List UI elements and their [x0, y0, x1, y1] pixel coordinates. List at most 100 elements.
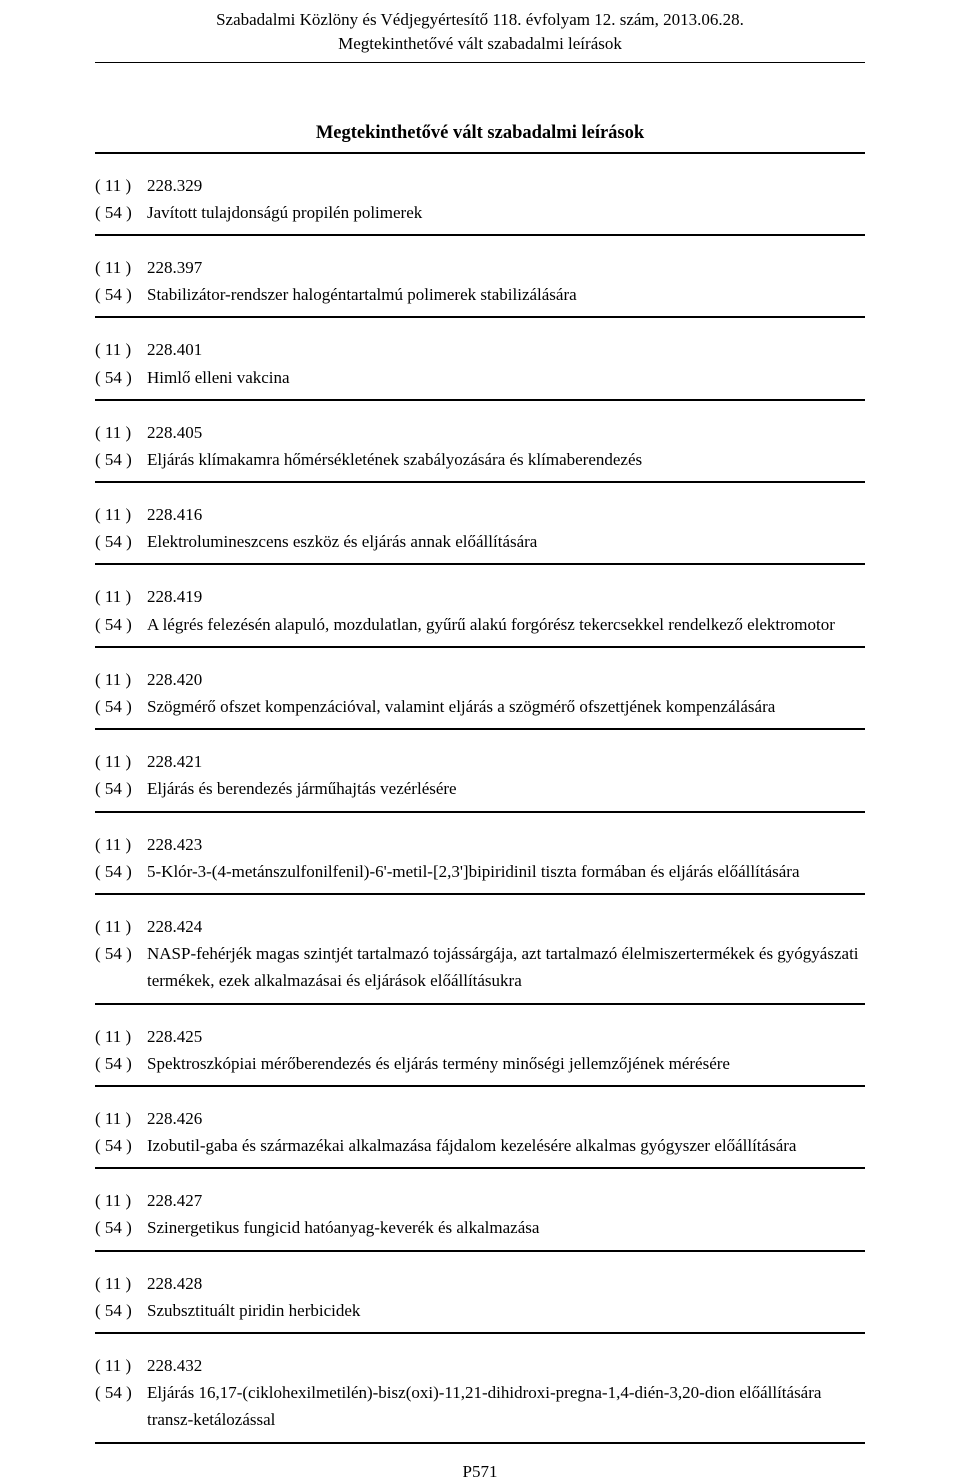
entry-id-row: ( 11 )228.397	[95, 254, 865, 281]
entry: ( 11 )228.416( 54 )Elektrolumineszcens e…	[95, 501, 865, 565]
entry-id-row: ( 11 )228.423	[95, 831, 865, 858]
entry-id: 228.397	[147, 254, 865, 281]
entry-id: 228.421	[147, 748, 865, 775]
entry: ( 11 )228.397( 54 )Stabilizátor-rendszer…	[95, 254, 865, 318]
entry-title: Javított tulajdonságú propilén polimerek	[147, 199, 865, 226]
entry: ( 11 )228.421( 54 )Eljárás és berendezés…	[95, 748, 865, 812]
entry-id-row: ( 11 )228.401	[95, 336, 865, 363]
code-title-label: ( 54 )	[95, 611, 147, 638]
entry-id: 228.425	[147, 1023, 865, 1050]
header-line-2: Megtekinthetővé vált szabadalmi leírások	[215, 32, 745, 56]
entry-title: Eljárás és berendezés járműhajtás vezérl…	[147, 775, 865, 802]
entry-title: Szinergetikus fungicid hatóanyag-keverék…	[147, 1214, 865, 1241]
code-title-label: ( 54 )	[95, 364, 147, 391]
entry: ( 11 )228.425( 54 )Spektroszkópiai mérőb…	[95, 1023, 865, 1087]
entry: ( 11 )228.424( 54 )NASP-fehérjék magas s…	[95, 913, 865, 1005]
code-id-label: ( 11 )	[95, 583, 147, 610]
code-title-label: ( 54 )	[95, 940, 147, 967]
entry-title: NASP-fehérjék magas szintjét tartalmazó …	[147, 940, 865, 994]
entry-title: Szögmérő ofszet kompenzációval, valamint…	[147, 693, 865, 720]
entry-id: 228.419	[147, 583, 865, 610]
entry-title-row: ( 54 )Spektroszkópiai mérőberendezés és …	[95, 1050, 865, 1077]
entry-title: Stabilizátor-rendszer halogéntartalmú po…	[147, 281, 865, 308]
code-title-label: ( 54 )	[95, 858, 147, 885]
entry-id-row: ( 11 )228.424	[95, 913, 865, 940]
entry-title: Eljárás 16,17-(ciklohexilmetilén)-bisz(o…	[147, 1379, 865, 1433]
code-id-label: ( 11 )	[95, 1270, 147, 1297]
entry: ( 11 )228.419( 54 )A légrés felezésén al…	[95, 583, 865, 647]
page: Szabadalmi Közlöny és Védjegyértesítő 11…	[0, 0, 960, 1482]
entries-list: ( 11 )228.329( 54 )Javított tulajdonságú…	[0, 172, 960, 1444]
entry-title-row: ( 54 )NASP-fehérjék magas szintjét tarta…	[95, 940, 865, 994]
code-title-label: ( 54 )	[95, 199, 147, 226]
entry-id: 228.424	[147, 913, 865, 940]
entry: ( 11 )228.432( 54 )Eljárás 16,17-(cikloh…	[95, 1352, 865, 1444]
entry-title-row: ( 54 )Izobutil-gaba és származékai alkal…	[95, 1132, 865, 1159]
entry-title: Elektrolumineszcens eszköz és eljárás an…	[147, 528, 865, 555]
code-id-label: ( 11 )	[95, 831, 147, 858]
entry-title-row: ( 54 )Eljárás klímakamra hőmérsékletének…	[95, 446, 865, 473]
entry: ( 11 )228.423( 54 )5-Klór-3-(4-metánszul…	[95, 831, 865, 895]
entry-id: 228.420	[147, 666, 865, 693]
code-id-label: ( 11 )	[95, 1352, 147, 1379]
entry-title-row: ( 54 )Szubsztituált piridin herbicidek	[95, 1297, 865, 1324]
entry-title-row: ( 54 )Himlő elleni vakcina	[95, 364, 865, 391]
entry-id-row: ( 11 )228.416	[95, 501, 865, 528]
entry-title-row: ( 54 )A légrés felezésén alapuló, mozdul…	[95, 611, 865, 638]
code-title-label: ( 54 )	[95, 1214, 147, 1241]
code-title-label: ( 54 )	[95, 528, 147, 555]
entry-id: 228.427	[147, 1187, 865, 1214]
code-id-label: ( 11 )	[95, 1105, 147, 1132]
entry: ( 11 )228.427( 54 )Szinergetikus fungici…	[95, 1187, 865, 1251]
entry-title-row: ( 54 )Stabilizátor-rendszer halogéntarta…	[95, 281, 865, 308]
code-id-label: ( 11 )	[95, 419, 147, 446]
entry-title-row: ( 54 )Eljárás és berendezés járműhajtás …	[95, 775, 865, 802]
entry-title-row: ( 54 )Szinergetikus fungicid hatóanyag-k…	[95, 1214, 865, 1241]
entry-title-row: ( 54 )5-Klór-3-(4-metánszulfonilfenil)-6…	[95, 858, 865, 885]
code-id-label: ( 11 )	[95, 501, 147, 528]
entry-id-row: ( 11 )228.425	[95, 1023, 865, 1050]
entry-id-row: ( 11 )228.421	[95, 748, 865, 775]
code-title-label: ( 54 )	[95, 281, 147, 308]
entry-title: A légrés felezésén alapuló, mozdulatlan,…	[147, 611, 865, 638]
code-id-label: ( 11 )	[95, 913, 147, 940]
code-title-label: ( 54 )	[95, 446, 147, 473]
code-id-label: ( 11 )	[95, 1187, 147, 1214]
entry: ( 11 )228.329( 54 )Javított tulajdonságú…	[95, 172, 865, 236]
entry-id-row: ( 11 )228.428	[95, 1270, 865, 1297]
code-id-label: ( 11 )	[95, 1023, 147, 1050]
entry-id-row: ( 11 )228.426	[95, 1105, 865, 1132]
entry-id: 228.423	[147, 831, 865, 858]
code-id-label: ( 11 )	[95, 254, 147, 281]
entry-title-row: ( 54 )Eljárás 16,17-(ciklohexilmetilén)-…	[95, 1379, 865, 1433]
code-title-label: ( 54 )	[95, 1050, 147, 1077]
entry-title: 5-Klór-3-(4-metánszulfonilfenil)-6'-meti…	[147, 858, 865, 885]
code-title-label: ( 54 )	[95, 693, 147, 720]
entry-id: 228.428	[147, 1270, 865, 1297]
code-id-label: ( 11 )	[95, 172, 147, 199]
code-id-label: ( 11 )	[95, 748, 147, 775]
entry-title-row: ( 54 )Elektrolumineszcens eszköz és eljá…	[95, 528, 865, 555]
section-title: Megtekinthetővé vált szabadalmi leírások	[95, 123, 865, 154]
entry-id: 228.405	[147, 419, 865, 446]
entry-id: 228.426	[147, 1105, 865, 1132]
code-title-label: ( 54 )	[95, 1132, 147, 1159]
entry-id-row: ( 11 )228.432	[95, 1352, 865, 1379]
entry-title: Himlő elleni vakcina	[147, 364, 865, 391]
entry-id-row: ( 11 )228.329	[95, 172, 865, 199]
header-line-1: Szabadalmi Közlöny és Védjegyértesítő 11…	[215, 8, 745, 32]
entry-title: Izobutil-gaba és származékai alkalmazása…	[147, 1132, 865, 1159]
code-title-label: ( 54 )	[95, 775, 147, 802]
code-id-label: ( 11 )	[95, 336, 147, 363]
entry-id: 228.416	[147, 501, 865, 528]
entry-id-row: ( 11 )228.420	[95, 666, 865, 693]
code-title-label: ( 54 )	[95, 1297, 147, 1324]
entry-title-row: ( 54 )Javított tulajdonságú propilén pol…	[95, 199, 865, 226]
entry: ( 11 )228.428( 54 )Szubsztituált piridin…	[95, 1270, 865, 1334]
entry-id: 228.329	[147, 172, 865, 199]
entry: ( 11 )228.420( 54 )Szögmérő ofszet kompe…	[95, 666, 865, 730]
running-header: Szabadalmi Közlöny és Védjegyértesítő 11…	[95, 8, 865, 63]
code-title-label: ( 54 )	[95, 1379, 147, 1406]
entry-id-row: ( 11 )228.427	[95, 1187, 865, 1214]
entry-title: Eljárás klímakamra hőmérsékletének szabá…	[147, 446, 865, 473]
